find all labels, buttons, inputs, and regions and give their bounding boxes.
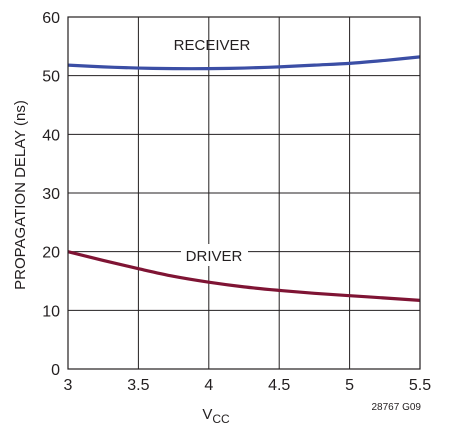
driver-series-line	[67, 250, 421, 302]
x-tick-label: 3.5	[127, 377, 149, 394]
figure-id: 28767 G09	[372, 402, 422, 413]
x-axis-title-subscript: CC	[212, 412, 230, 426]
driver-series-label: DRIVER	[186, 248, 243, 265]
x-tick-label: 4	[204, 377, 213, 394]
x-tick-label: 5	[345, 377, 354, 394]
driver-label-background	[181, 244, 248, 266]
y-tick-label: 60	[42, 10, 60, 27]
y-tick-label: 10	[42, 303, 60, 320]
x-tick-labels: 3 3.5 4 4.5 5 5.5	[64, 377, 432, 394]
y-tick-label: 20	[42, 245, 60, 262]
receiver-series-line	[67, 55, 421, 71]
plot-frame	[67, 16, 421, 370]
receiver-series-label: RECEIVER	[174, 37, 251, 54]
y-tick-labels: 0 10 20 30 40 50 60	[42, 10, 60, 379]
x-axis-title: VCC	[202, 406, 230, 426]
y-tick-label: 0	[51, 362, 60, 379]
x-tick-label: 3	[64, 377, 73, 394]
driver-label-group: DRIVER	[181, 244, 248, 266]
y-tick-label: 50	[42, 69, 60, 86]
y-tick-label: 30	[42, 186, 60, 203]
grid-lines	[67, 16, 421, 370]
series-lines	[67, 55, 421, 302]
x-axis-title-main: V	[202, 406, 212, 423]
y-tick-label: 40	[42, 127, 60, 144]
y-axis-title: PROPAGATION DELAY (ns)	[12, 100, 29, 290]
x-tick-label: 4.5	[268, 377, 290, 394]
x-tick-label: 5.5	[409, 377, 431, 394]
